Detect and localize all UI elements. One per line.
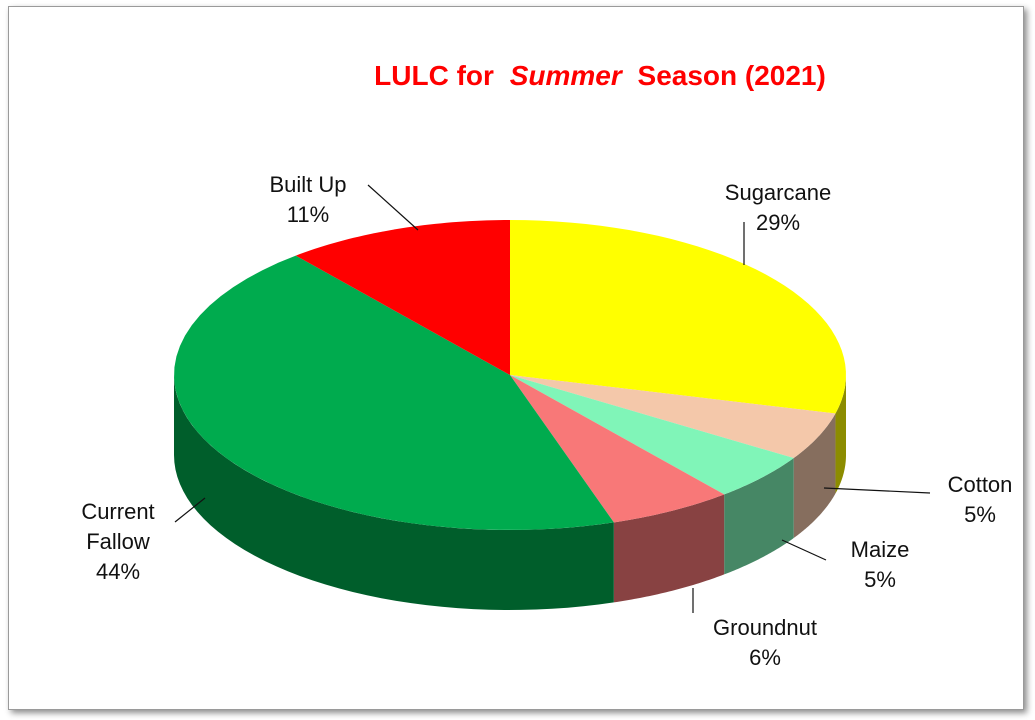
slice-side: [613, 494, 725, 603]
label-value: 29%: [755, 210, 801, 235]
label-name: Current Fallow: [81, 499, 155, 554]
title-part: LULC for: [374, 60, 494, 91]
data-label: Cotton 5%: [948, 470, 1013, 530]
label-value: 44%: [95, 559, 141, 584]
slice: [510, 220, 846, 414]
slice: [510, 375, 836, 459]
slice-side: [835, 375, 846, 494]
label-name: Groundnut: [713, 615, 817, 640]
slice: [510, 375, 725, 523]
tops: [174, 220, 846, 530]
label-value: 6%: [749, 645, 781, 670]
slice: [295, 220, 510, 375]
data-label: Maize 5%: [851, 535, 910, 595]
leader-line: [367, 184, 419, 231]
label-name: Cotton: [947, 472, 1013, 497]
slice: [510, 375, 794, 495]
data-label: Groundnut 6%: [713, 613, 817, 673]
leader-line: [823, 487, 931, 494]
slice-side: [174, 375, 614, 610]
slice-side: [793, 413, 836, 539]
data-label: Sugarcane 29%: [725, 178, 831, 238]
sides: [174, 375, 846, 610]
label-name: Built Up: [269, 172, 347, 197]
leader-line: [174, 497, 206, 523]
data-label: Current Fallow 44%: [58, 497, 178, 587]
slice-side: [724, 458, 794, 575]
title-part: Season (2021): [638, 60, 826, 91]
data-label: Built Up 11%: [269, 170, 346, 230]
leader-line: [781, 539, 827, 561]
chart-title: LULC for Summer Season (2021): [374, 60, 826, 91]
label-name: Sugarcane: [724, 180, 832, 205]
label-value: 5%: [964, 502, 996, 527]
label-value: 5%: [864, 567, 896, 592]
label-name: Maize: [850, 537, 910, 562]
slice: [174, 255, 614, 530]
title-part: Summer: [510, 60, 624, 91]
label-value: 11%: [286, 202, 330, 227]
